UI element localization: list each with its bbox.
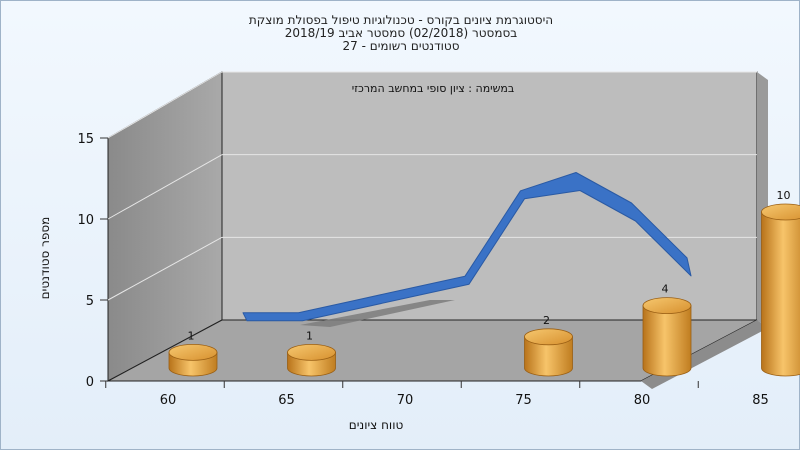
bar-data-label: 4 (662, 283, 669, 296)
bar-data-label: 2 (543, 314, 550, 327)
x-axis-ticks: 6065707580859095 (105, 381, 769, 408)
curve-band (242, 172, 692, 322)
x-tick-label: 75 (515, 393, 532, 408)
x-tick-label: 85 (752, 393, 769, 408)
chart-subtitle: במשימה : ציון סופי במחשב המרכזי (352, 82, 515, 95)
x-tick-label: 65 (278, 393, 295, 408)
bar-data-label: 10 (777, 189, 791, 202)
y-tick-label: 10 (77, 213, 94, 228)
bar-80: 4 (642, 283, 692, 377)
bars: 11241062 (168, 189, 800, 377)
gridlines (107, 71, 757, 301)
back-wall (221, 71, 758, 321)
x-axis-label: טווח ציונים (349, 418, 404, 432)
curve-shadow-segment (300, 300, 455, 327)
x-tick-label: 70 (397, 393, 414, 408)
bar-data-label: 1 (306, 329, 313, 342)
gridline-left (107, 236, 223, 301)
y-axis-ticks: 0 5 10 15 (77, 132, 108, 390)
y-tick-label: 15 (77, 132, 94, 147)
bar-body (642, 305, 692, 377)
y-tick-label: 0 (86, 375, 94, 390)
bar-top (287, 343, 336, 361)
chart-title-line-2: בסמסטר (02/2018) סמסטר אביב 2018/19 (284, 26, 518, 40)
bar-data-label: 1 (188, 329, 195, 342)
bar-top (168, 343, 218, 361)
y-axis-label: מספר סטודנטים (38, 217, 52, 300)
bar-85: 10 (761, 189, 800, 377)
bar-body (524, 336, 573, 377)
gridline-left (107, 71, 223, 139)
bar-top (761, 203, 800, 221)
x-tick-label: 60 (160, 393, 177, 408)
distribution-curve (242, 172, 692, 327)
bar-60: 1 (168, 329, 218, 377)
chart-title-line-1: היסטוגרמת ציונים בקורס - טכנולוגיות טיפו… (248, 13, 554, 27)
y-tick-label: 5 (86, 294, 94, 309)
bar-top (642, 297, 692, 315)
x-tick-label: 80 (634, 393, 651, 408)
bar-75: 2 (524, 314, 573, 377)
bar-65: 1 (287, 329, 336, 377)
gridline-left (107, 154, 223, 220)
chart-title-line-3: סטודנטים רשומים - 27 (342, 39, 460, 53)
bar-body (761, 211, 800, 377)
bar-top (524, 328, 573, 346)
